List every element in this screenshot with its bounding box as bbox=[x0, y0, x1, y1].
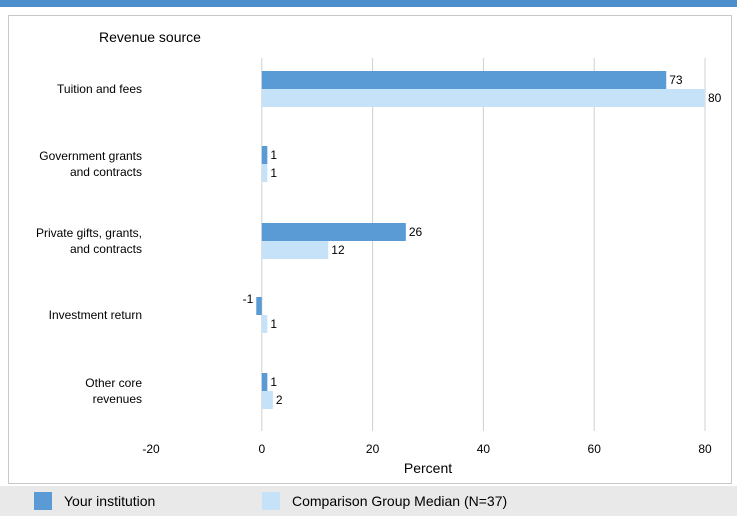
category-label: Other core revenues bbox=[85, 376, 142, 406]
data-label: 12 bbox=[331, 243, 345, 257]
x-axis-title: Percent bbox=[404, 460, 452, 476]
bar bbox=[262, 373, 268, 391]
data-label: 1 bbox=[270, 166, 277, 180]
bar bbox=[256, 297, 262, 315]
x-axis-ticks: -20 0 20 40 60 80 bbox=[142, 442, 712, 456]
x-tick-label: 80 bbox=[698, 442, 712, 456]
bar bbox=[262, 223, 406, 241]
bar bbox=[262, 315, 268, 333]
legend: Your institution Comparison Group Median… bbox=[0, 486, 737, 516]
bar bbox=[262, 89, 705, 107]
data-label: 73 bbox=[669, 73, 683, 87]
data-label: 1 bbox=[270, 375, 277, 389]
data-label: -1 bbox=[243, 292, 254, 306]
category-label: Investment return bbox=[49, 308, 142, 322]
bar bbox=[262, 164, 268, 182]
bar bbox=[262, 391, 273, 409]
legend-swatch-comparison-group bbox=[262, 492, 280, 510]
legend-label-your-institution: Your institution bbox=[64, 493, 155, 509]
chart-title: Revenue source bbox=[99, 29, 201, 45]
x-tick-label: 40 bbox=[477, 442, 491, 456]
data-label: 26 bbox=[409, 225, 423, 239]
category-label: Tuition and fees bbox=[57, 82, 142, 96]
category-label: Government grants and contracts bbox=[39, 149, 142, 179]
data-label: 1 bbox=[270, 148, 277, 162]
x-tick-label: 0 bbox=[258, 442, 265, 456]
bar bbox=[262, 241, 328, 259]
x-tick-label: 20 bbox=[366, 442, 380, 456]
data-label: 2 bbox=[276, 393, 283, 407]
category-labels: Tuition and fees Government grants and con… bbox=[36, 82, 142, 406]
data-label: 1 bbox=[270, 317, 277, 331]
legend-item-comparison-group: Comparison Group Median (N=37) bbox=[262, 486, 507, 516]
x-tick-label: -20 bbox=[142, 442, 160, 456]
legend-label-comparison-group: Comparison Group Median (N=37) bbox=[292, 493, 507, 509]
legend-item-your-institution: Your institution bbox=[34, 486, 155, 516]
bar bbox=[262, 146, 268, 164]
bar bbox=[262, 71, 666, 89]
data-label: 80 bbox=[708, 91, 722, 105]
legend-swatch-your-institution bbox=[34, 492, 52, 510]
x-tick-label: 60 bbox=[588, 442, 602, 456]
bars bbox=[256, 71, 705, 409]
category-label: Private gifts, grants, and contracts bbox=[36, 226, 142, 256]
